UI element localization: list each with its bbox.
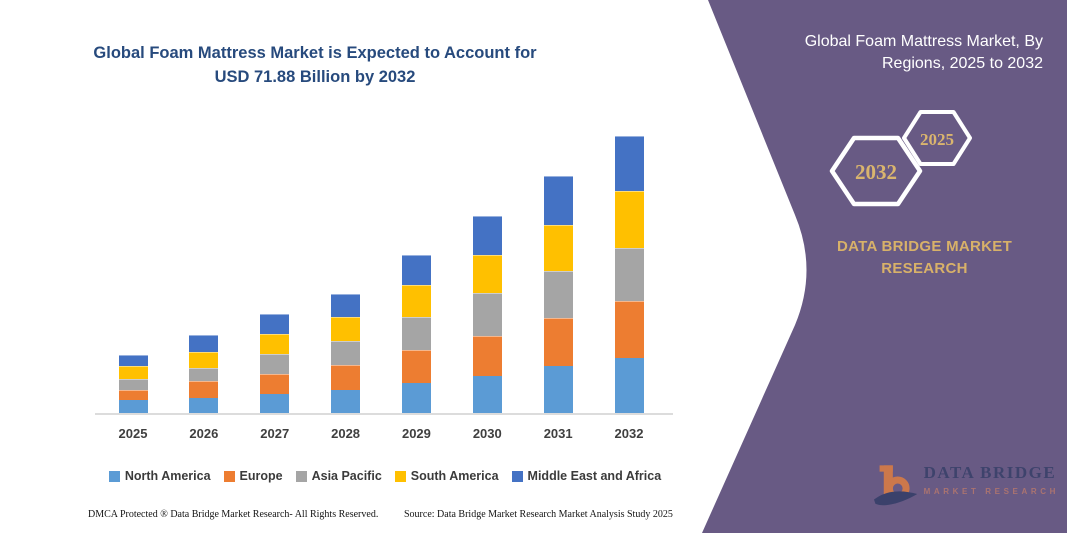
bar-segment <box>401 349 431 383</box>
legend-item: Europe <box>223 469 283 483</box>
bar-segment <box>614 301 644 358</box>
bar-segment <box>543 271 573 318</box>
x-tick-label: 2027 <box>260 426 290 441</box>
stacked-bar-2026 <box>189 334 219 413</box>
stacked-bar-2025 <box>118 354 148 413</box>
stacked-bar-2027 <box>260 313 290 413</box>
x-tick-label: 2029 <box>401 426 431 441</box>
bar-segment <box>118 378 148 390</box>
bar-segment <box>118 389 148 401</box>
logo-wordmark: DATA BRIDGE <box>923 463 1057 482</box>
legend-item: South America <box>394 469 499 483</box>
bar-segment <box>260 393 290 413</box>
legend-swatch-icon <box>295 470 307 482</box>
x-tick-label: 2031 <box>543 426 573 441</box>
bar-segment <box>472 215 502 256</box>
bar-segment <box>118 400 148 413</box>
legend-label: South America <box>410 469 499 483</box>
bar-segment <box>543 176 573 225</box>
legend-label: North America <box>124 469 211 483</box>
hexagon-2032-label: 2032 <box>855 160 897 184</box>
panel-title: Global Foam Mattress Market, By Regions,… <box>804 33 1043 73</box>
bar-segment <box>118 366 148 379</box>
legend-label: Europe <box>239 469 283 483</box>
x-tick-label: 2025 <box>118 426 148 441</box>
hexagon-2025 <box>902 110 972 166</box>
bar-segment <box>472 335 502 376</box>
bar-segment <box>331 317 361 341</box>
legend-swatch-icon <box>511 470 523 482</box>
bar-segment <box>472 375 502 413</box>
bar-segment <box>401 383 431 413</box>
bar-segment <box>260 313 290 335</box>
x-tick-label: 2028 <box>331 426 361 441</box>
panel-brand-text: DATA BRIDGE MARKET RESEARCH <box>836 238 1013 277</box>
stacked-bar-2032 <box>614 136 644 413</box>
bar-segment <box>189 398 219 413</box>
legend-swatch-icon <box>108 470 120 482</box>
source-note: Source: Data Bridge Market Research Mark… <box>404 509 673 520</box>
legend-item: North America <box>108 469 211 483</box>
year-hexagons: 2032 2025 <box>829 110 972 207</box>
bar-segment <box>614 247 644 302</box>
bar-segment <box>189 381 219 398</box>
x-tick-label: 2030 <box>472 426 502 441</box>
stacked-bar-2028 <box>331 293 361 413</box>
bar-segment <box>472 292 502 336</box>
bar-segment <box>543 224 573 272</box>
dmca-notice: DMCA Protected ® Data Bridge Market Rese… <box>88 509 379 520</box>
bar-segment <box>118 354 148 367</box>
legend-swatch-icon <box>223 470 235 482</box>
bar-segment <box>189 368 219 382</box>
dbmr-logo: DATA BRIDGE MARKET RESEARCH <box>874 453 1059 525</box>
bar-segment <box>543 317 573 367</box>
bar-segment <box>260 373 290 394</box>
legend-label: Asia Pacific <box>311 469 382 483</box>
stacked-bar-2031 <box>543 176 573 413</box>
x-axis-line <box>95 413 673 415</box>
bar-segment <box>401 255 431 286</box>
legend-swatch-icon <box>394 470 406 482</box>
bar-segment <box>331 340 361 366</box>
bar-segment <box>614 136 644 192</box>
legend-item: Middle East and Africa <box>511 469 662 483</box>
bar-segment <box>260 353 290 374</box>
chart-legend: North America Europe Asia Pacific South Ame… <box>85 469 685 483</box>
bar-segment <box>260 334 290 354</box>
stacked-bar-2029 <box>401 255 431 413</box>
legend-item: Asia Pacific <box>295 469 382 483</box>
bar-segment <box>614 357 644 413</box>
hexagon-2032 <box>829 135 923 207</box>
bar-segment <box>331 365 361 390</box>
chart-title: Global Foam Mattress Market is Expected … <box>93 44 537 86</box>
bar-segment <box>189 351 219 369</box>
stacked-bar-2030 <box>472 215 502 413</box>
bar-segment <box>189 334 219 352</box>
logo-tagline: MARKET RESEARCH <box>923 487 1059 496</box>
x-tick-label: 2032 <box>614 426 644 441</box>
x-tick-label: 2026 <box>189 426 219 441</box>
dbmr-logo-icon <box>874 465 918 506</box>
bar-segment <box>543 366 573 413</box>
bar-segment <box>401 285 431 318</box>
hexagon-2025-label: 2025 <box>920 130 954 149</box>
bar-segment <box>331 293 361 318</box>
bar-segment <box>401 317 431 350</box>
legend-label: Middle East and Africa <box>527 469 662 483</box>
bar-segment <box>331 389 361 413</box>
bar-segment <box>472 255 502 293</box>
bar-segment <box>614 191 644 248</box>
